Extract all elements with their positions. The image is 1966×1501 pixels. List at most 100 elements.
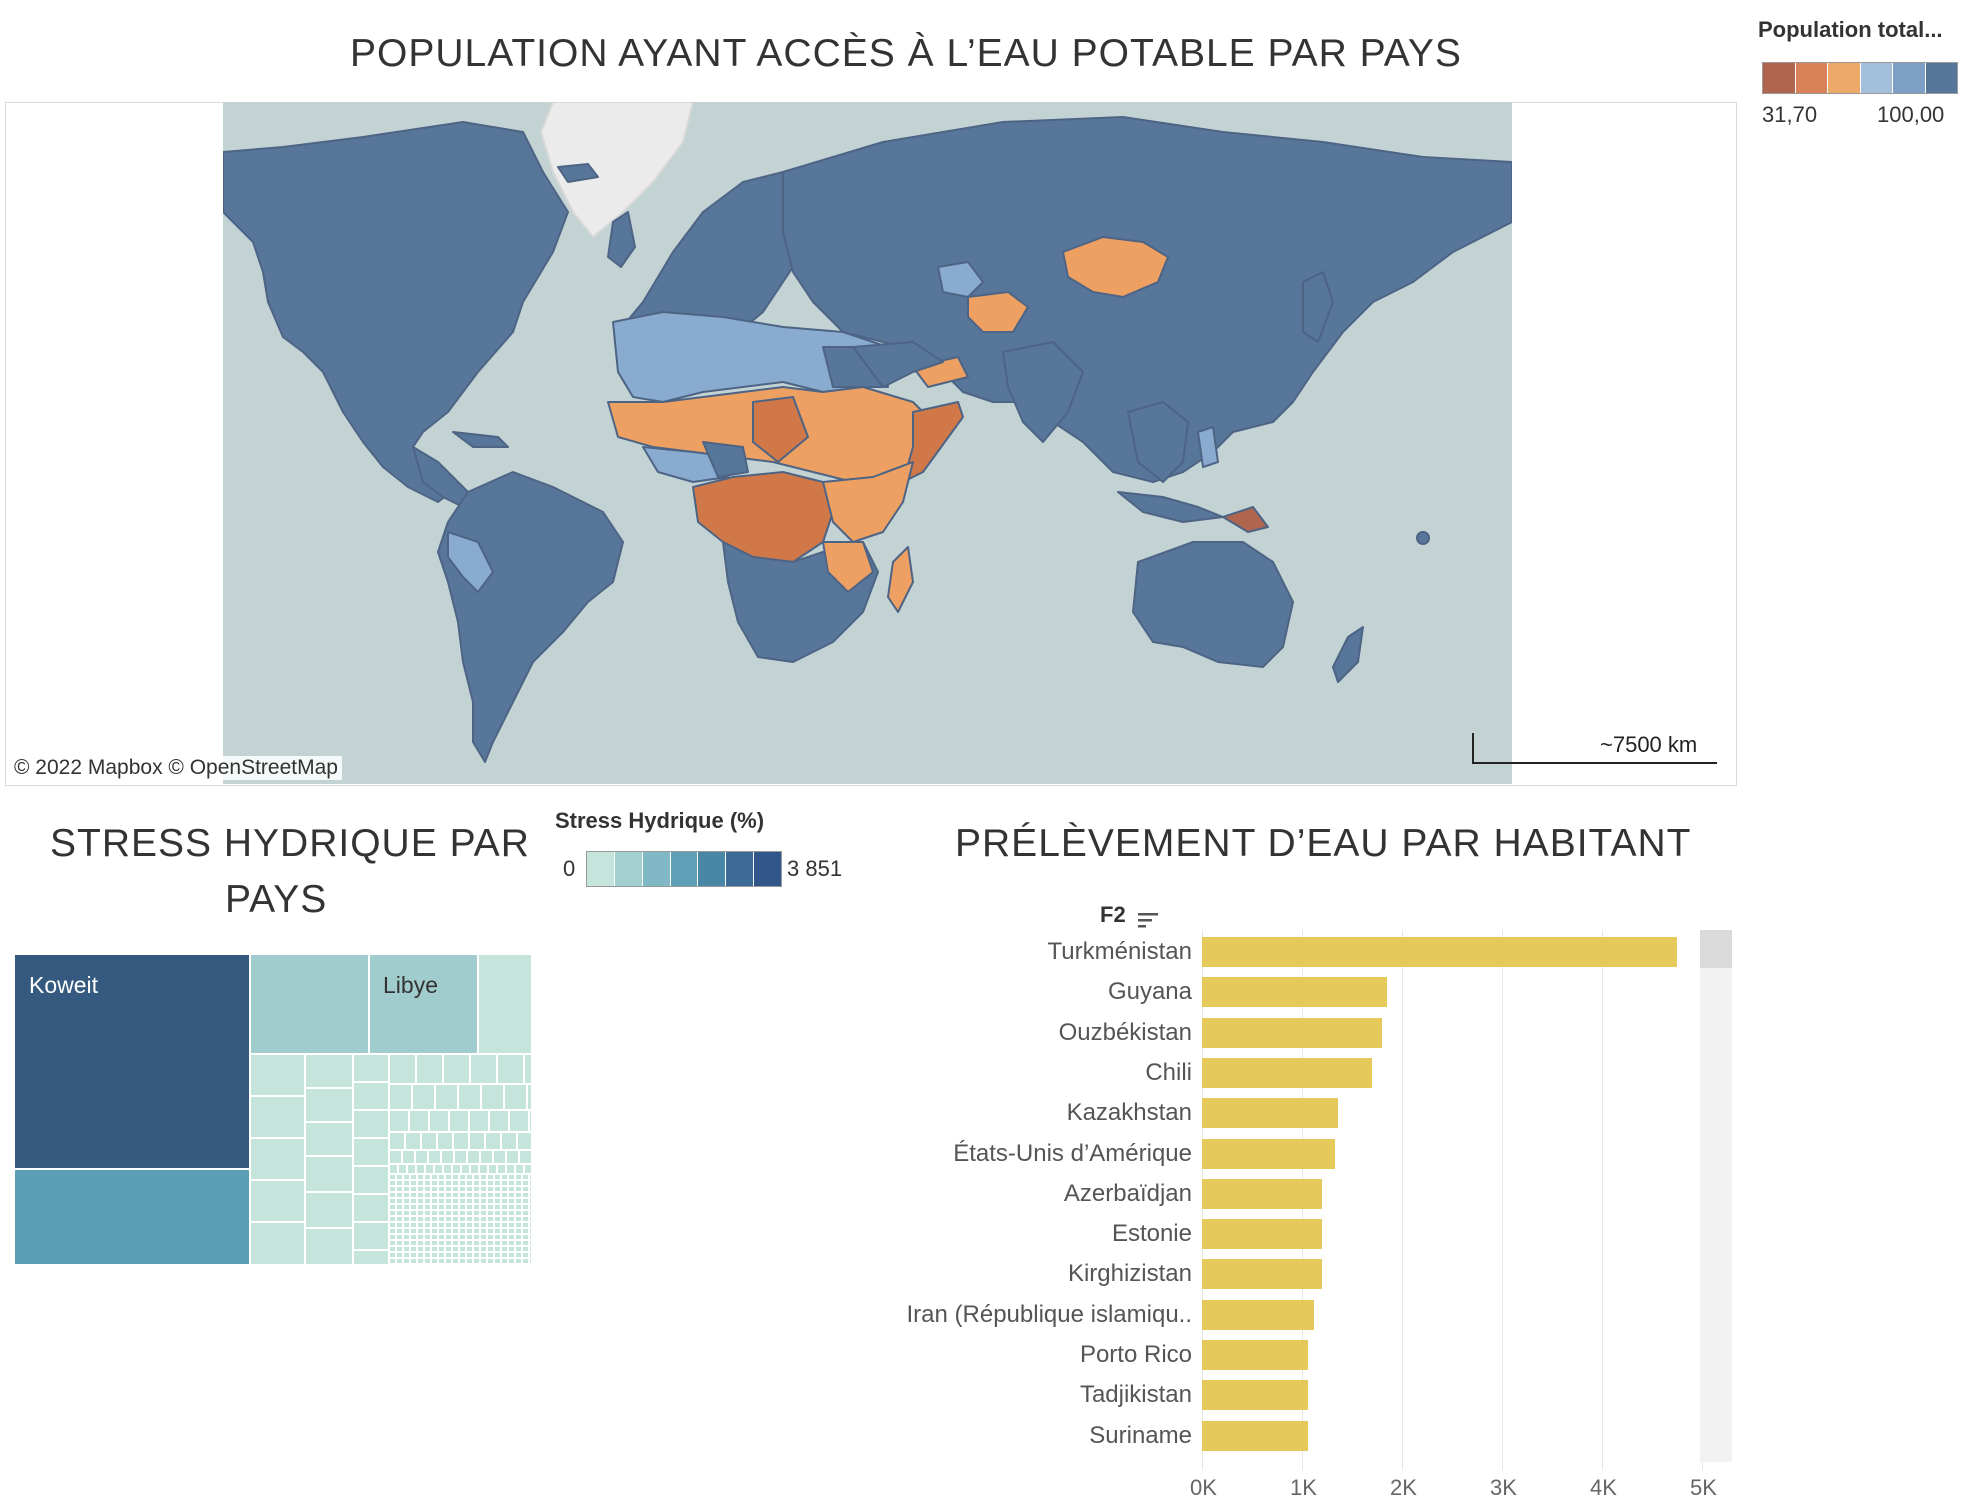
treemap-cell-small[interactable]	[522, 1198, 529, 1204]
treemap-cell-small[interactable]	[515, 1204, 522, 1210]
treemap-cell-small[interactable]	[445, 1240, 452, 1246]
treemap-cell-small[interactable]	[487, 1228, 494, 1234]
bar-mark[interactable]	[1202, 1219, 1322, 1250]
bar-category-label[interactable]: Azerbaïdjan	[1063, 1179, 1192, 1207]
treemap-cell-small[interactable]	[501, 1174, 508, 1180]
treemap-cell-small[interactable]	[438, 1180, 445, 1186]
treemap-cell-libye[interactable]	[369, 954, 478, 1054]
treemap-cell-small[interactable]	[497, 1164, 506, 1174]
treemap-cell-small[interactable]	[410, 1186, 417, 1192]
treemap-cell-3[interactable]	[250, 954, 369, 1054]
treemap-cell-small[interactable]	[515, 1264, 522, 1266]
treemap-cell-small[interactable]	[424, 1228, 431, 1234]
treemap-cell-small[interactable]	[501, 1180, 508, 1186]
treemap-cell-small[interactable]	[466, 1192, 473, 1198]
treemap-cell-small[interactable]	[480, 1210, 487, 1216]
treemap-cell-small[interactable]	[403, 1228, 410, 1234]
treemap-cell-small[interactable]	[529, 1204, 532, 1210]
treemap-cell-small[interactable]	[480, 1216, 487, 1222]
treemap-cell-small[interactable]	[250, 1138, 305, 1180]
treemap-cell-small[interactable]	[459, 1198, 466, 1204]
treemap-cell-koweit[interactable]	[14, 954, 250, 1169]
treemap-cell-small[interactable]	[508, 1174, 515, 1180]
treemap-cell-small[interactable]	[403, 1204, 410, 1210]
treemap-cell-small[interactable]	[424, 1216, 431, 1222]
treemap-cell-small[interactable]	[522, 1216, 529, 1222]
treemap-cell-small[interactable]	[424, 1186, 431, 1192]
treemap-cell-small[interactable]	[473, 1246, 480, 1252]
treemap-cell-small[interactable]	[389, 1240, 396, 1246]
treemap-cell-small[interactable]	[412, 1084, 435, 1110]
treemap-cell-small[interactable]	[515, 1240, 522, 1246]
treemap-cell-small[interactable]	[501, 1246, 508, 1252]
treemap-cell-small[interactable]	[515, 1198, 522, 1204]
treemap-cell-small[interactable]	[459, 1204, 466, 1210]
treemap-cell-small[interactable]	[529, 1198, 532, 1204]
treemap-cell-small[interactable]	[459, 1174, 466, 1180]
treemap-cell-small[interactable]	[396, 1192, 403, 1198]
treemap-cell-small[interactable]	[431, 1246, 438, 1252]
treemap-cell-small[interactable]	[438, 1222, 445, 1228]
treemap-cell-small[interactable]	[466, 1216, 473, 1222]
treemap-cell-2[interactable]	[14, 1169, 250, 1265]
treemap-cell-small[interactable]	[396, 1240, 403, 1246]
treemap-cell-small[interactable]	[417, 1180, 424, 1186]
treemap-cell-small[interactable]	[305, 1156, 353, 1192]
treemap-cell-small[interactable]	[438, 1240, 445, 1246]
treemap-cell-small[interactable]	[443, 1054, 470, 1084]
treemap-cell-small[interactable]	[522, 1192, 529, 1198]
treemap-cell-small[interactable]	[466, 1204, 473, 1210]
treemap-cell-small[interactable]	[396, 1246, 403, 1252]
treemap-cell-small[interactable]	[473, 1222, 480, 1228]
treemap-cell-small[interactable]	[487, 1222, 494, 1228]
treemap-cell-small[interactable]	[466, 1198, 473, 1204]
treemap-cell-small[interactable]	[445, 1192, 452, 1198]
treemap-cell-small[interactable]	[396, 1180, 403, 1186]
treemap-cell-small[interactable]	[402, 1150, 415, 1164]
treemap-cell-small[interactable]	[424, 1222, 431, 1228]
treemap-cell-small[interactable]	[459, 1216, 466, 1222]
treemap-cell-small[interactable]	[431, 1258, 438, 1264]
bar-mark[interactable]	[1202, 1057, 1372, 1088]
treemap-cell-small[interactable]	[417, 1210, 424, 1216]
treemap-cell-small[interactable]	[431, 1216, 438, 1222]
treemap-cell-small[interactable]	[501, 1222, 508, 1228]
treemap-cell-small[interactable]	[438, 1192, 445, 1198]
treemap-cell-small[interactable]	[452, 1210, 459, 1216]
treemap-cell-small[interactable]	[353, 1194, 389, 1222]
treemap-cell-small[interactable]	[438, 1174, 445, 1180]
treemap-cell-small[interactable]	[487, 1186, 494, 1192]
treemap-cell-small[interactable]	[250, 1054, 305, 1096]
treemap-cell-small[interactable]	[250, 1180, 305, 1222]
treemap-cell-small[interactable]	[473, 1216, 480, 1222]
treemap-cell-small[interactable]	[459, 1264, 466, 1266]
treemap-cell-small[interactable]	[431, 1240, 438, 1246]
treemap-cell-small[interactable]	[494, 1252, 501, 1258]
treemap-cell-small[interactable]	[410, 1204, 417, 1210]
bar-category-label[interactable]: Tadjikistan	[1079, 1381, 1192, 1409]
treemap-cell-small[interactable]	[479, 1164, 488, 1174]
sort-descending-icon[interactable]	[1137, 908, 1158, 928]
treemap-cell-small[interactable]	[522, 1204, 529, 1210]
treemap-cell-small[interactable]	[480, 1150, 493, 1164]
treemap-cell-small[interactable]	[473, 1264, 480, 1266]
treemap-cell-small[interactable]	[389, 1222, 396, 1228]
treemap-cell-small[interactable]	[445, 1174, 452, 1180]
bar-mark[interactable]	[1202, 977, 1387, 1008]
bar-mark[interactable]	[1202, 1299, 1314, 1330]
bar-mark[interactable]	[1202, 1380, 1308, 1411]
treemap-cell-small[interactable]	[522, 1246, 529, 1252]
treemap-cell-small[interactable]	[396, 1198, 403, 1204]
treemap-cell-small[interactable]	[452, 1258, 459, 1264]
treemap-cell-small[interactable]	[459, 1258, 466, 1264]
bar-category-label[interactable]: Kazakhstan	[1066, 1099, 1192, 1127]
bar-category-label[interactable]: Chili	[1145, 1058, 1192, 1086]
treemap-cell-small[interactable]	[396, 1258, 403, 1264]
treemap-cell-small[interactable]	[529, 1210, 532, 1216]
treemap-cell-small[interactable]	[470, 1054, 497, 1084]
treemap-cell-small[interactable]	[459, 1186, 466, 1192]
treemap-cell-small[interactable]	[487, 1258, 494, 1264]
treemap-cell-small[interactable]	[522, 1240, 529, 1246]
treemap-cell-small[interactable]	[403, 1264, 410, 1266]
treemap-cell-small[interactable]	[403, 1234, 410, 1240]
